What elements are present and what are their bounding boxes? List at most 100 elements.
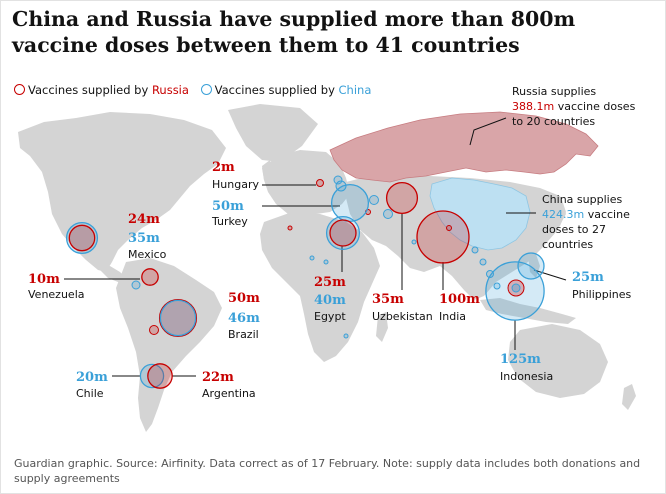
bubble-brazil-china: [159, 299, 197, 337]
label-venezuela-name: Venezuela: [28, 288, 85, 301]
legend-russia-name: Russia: [151, 83, 189, 97]
minor-bubble: [316, 179, 324, 187]
label-uzbekistan-russia: 35m: [372, 292, 404, 307]
minor-bubble: [287, 225, 293, 231]
label-brazil-china: 46m: [228, 311, 260, 326]
label-egypt-russia: 25m: [314, 275, 346, 290]
label-hungary-russia: 2m: [212, 160, 235, 175]
minor-bubble: [507, 279, 525, 297]
china-total-rest: vaccine: [584, 208, 630, 221]
legend-russia: Vaccines supplied by Russia: [14, 83, 189, 97]
labelled-bubbles: [65, 181, 545, 389]
label-argentina-name: Argentina: [202, 387, 256, 400]
label-egypt-name: Egypt: [314, 310, 346, 323]
china-total-amount: 424.3m: [542, 208, 584, 221]
label-turkey-china: 50m: [212, 199, 244, 214]
land-new-zealand: [622, 384, 636, 410]
land-south-america: [116, 258, 222, 432]
land-japan: [550, 200, 566, 230]
minor-bubble: [383, 209, 393, 219]
minor-bubble: [486, 270, 494, 278]
russia-total-line1: Russia supplies: [512, 85, 596, 98]
legend: Vaccines supplied by Russia Vaccines sup…: [14, 83, 379, 97]
minor-bubble: [323, 259, 329, 265]
bubble-indonesia-china: [485, 261, 545, 321]
label-turkey-name: Turkey: [211, 215, 248, 228]
legend-china-name: China: [338, 83, 372, 97]
headline: China and Russia have supplied more than…: [12, 7, 576, 57]
label-mexico-china: 35m: [128, 231, 160, 246]
minor-bubble: [343, 333, 349, 339]
leader-lines: [64, 184, 567, 377]
label-india-russia: 100m: [439, 292, 480, 307]
china-total-line4: countries: [542, 238, 593, 251]
label-hungary-name: Hungary: [212, 178, 259, 191]
russia-circle-icon: [14, 84, 25, 95]
minor-bubbles: [131, 175, 501, 339]
leader-philippines: [533, 269, 567, 281]
bubble-venezuela-russia: [141, 268, 159, 286]
minor-bubble: [446, 225, 452, 231]
land-china: [429, 177, 531, 251]
land-north-america: [18, 112, 226, 272]
label-indonesia-china: 125m: [500, 352, 541, 367]
china-total-line3: doses to 27: [542, 223, 606, 236]
bubble-chile-china: [139, 363, 165, 389]
legend-china-prefix: Vaccines supplied by: [214, 83, 339, 97]
label-egypt-china: 40m: [314, 293, 346, 308]
china-total-line2: 424.3m vaccine: [542, 208, 630, 221]
bubble-india-russia: [416, 210, 470, 264]
label-argentina-russia: 22m: [202, 370, 234, 385]
land-russia: [329, 111, 599, 183]
bubble-mexico-china: [65, 221, 99, 255]
china-total-line1: China supplies: [542, 193, 622, 206]
minor-bubble: [479, 258, 487, 266]
minor-bubble: [511, 283, 521, 293]
bubble-uzbekistan-russia: [385, 181, 419, 215]
land-madagascar: [376, 312, 388, 342]
country-labels: 2m Hungary 50m Turkey 24m 35m Mexico 10m…: [28, 160, 632, 400]
label-mexico-name: Mexico: [128, 248, 167, 261]
label-philippines-name: Philippines: [572, 288, 632, 301]
land-uk: [262, 160, 272, 180]
minor-bubble: [493, 282, 501, 290]
label-mexico-russia: 24m: [128, 212, 160, 227]
china-circle-icon: [200, 84, 212, 95]
bubble-mexico-russia: [68, 224, 96, 252]
bubble-egypt-china: [325, 215, 361, 251]
bubble-egypt-russia: [329, 219, 357, 247]
minor-bubble: [369, 195, 379, 205]
minor-bubble: [411, 239, 417, 245]
label-brazil-name: Brazil: [228, 328, 259, 341]
label-indonesia-name: Indonesia: [500, 370, 553, 383]
minor-bubble: [131, 280, 141, 290]
land-greenland: [228, 104, 318, 162]
label-venezuela-russia: 10m: [28, 272, 60, 287]
bubble-philippines-china: [517, 252, 545, 280]
footer-source-note: Guardian graphic. Source: Airfinity. Dat…: [14, 457, 641, 485]
russia-pointer-line: [469, 117, 507, 146]
land-africa: [260, 212, 380, 362]
label-uzbekistan-name: Uzbekistan: [372, 310, 433, 323]
land-australia: [508, 324, 608, 398]
minor-bubble: [471, 246, 479, 254]
label-india-name: India: [439, 310, 466, 323]
bubble-turkey-china: [330, 183, 370, 223]
land-indonesia: [480, 298, 576, 324]
label-philippines-china: 25m: [572, 270, 604, 285]
bubble-argentina-russia: [147, 363, 173, 389]
minor-bubble: [149, 325, 159, 335]
minor-bubble: [333, 175, 343, 185]
land-europe: [262, 150, 350, 218]
bubble-brazil-russia: [158, 298, 198, 338]
label-brazil-russia: 50m: [228, 291, 260, 306]
russia-total-line2: 388.1m vaccine doses: [512, 100, 636, 113]
label-chile-name: Chile: [76, 387, 104, 400]
russia-total-rest: vaccine doses: [554, 100, 635, 113]
minor-bubble: [309, 255, 315, 261]
russia-total-line3: to 20 countries: [512, 115, 595, 128]
label-chile-china: 20m: [76, 370, 108, 385]
russia-total-amount: 388.1m: [512, 100, 554, 113]
legend-china: Vaccines supplied by China: [200, 83, 372, 97]
